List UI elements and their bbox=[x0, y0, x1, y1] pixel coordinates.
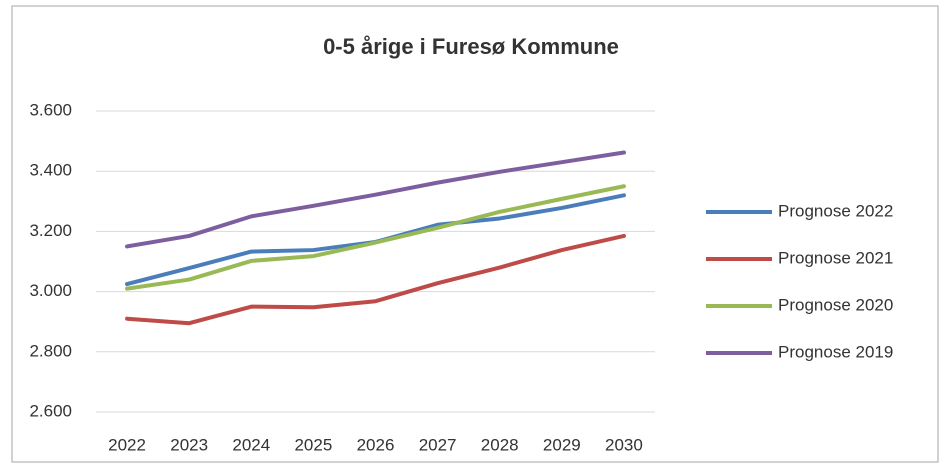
x-tick-label: 2030 bbox=[605, 435, 643, 454]
x-tick-label: 2027 bbox=[419, 435, 457, 454]
series-line bbox=[125, 150, 626, 249]
x-tick-label: 2029 bbox=[543, 435, 581, 454]
legend-label: Prognose 2019 bbox=[778, 342, 893, 361]
x-tick-label: 2024 bbox=[232, 435, 270, 454]
x-tick-label: 2028 bbox=[481, 435, 519, 454]
series-line bbox=[125, 184, 626, 291]
x-tick-label: 2026 bbox=[357, 435, 395, 454]
y-tick-label: 3.400 bbox=[29, 161, 72, 180]
x-tick-label: 2025 bbox=[294, 435, 332, 454]
legend-label: Prognose 2021 bbox=[778, 248, 893, 267]
y-tick-label: 3.000 bbox=[29, 281, 72, 300]
y-tick-label: 3.600 bbox=[29, 100, 72, 119]
y-tick-label: 2.600 bbox=[29, 401, 72, 420]
series-line bbox=[125, 233, 626, 326]
x-tick-label: 2022 bbox=[108, 435, 146, 454]
legend-label: Prognose 2022 bbox=[778, 201, 893, 220]
x-tick-label: 2023 bbox=[170, 435, 208, 454]
y-tick-label: 3.200 bbox=[29, 221, 72, 240]
chart-title: 0-5 årige i Furesø Kommune bbox=[323, 34, 619, 59]
legend-label: Prognose 2020 bbox=[778, 295, 893, 314]
chart-border bbox=[11, 5, 939, 463]
y-tick-label: 2.800 bbox=[29, 341, 72, 360]
